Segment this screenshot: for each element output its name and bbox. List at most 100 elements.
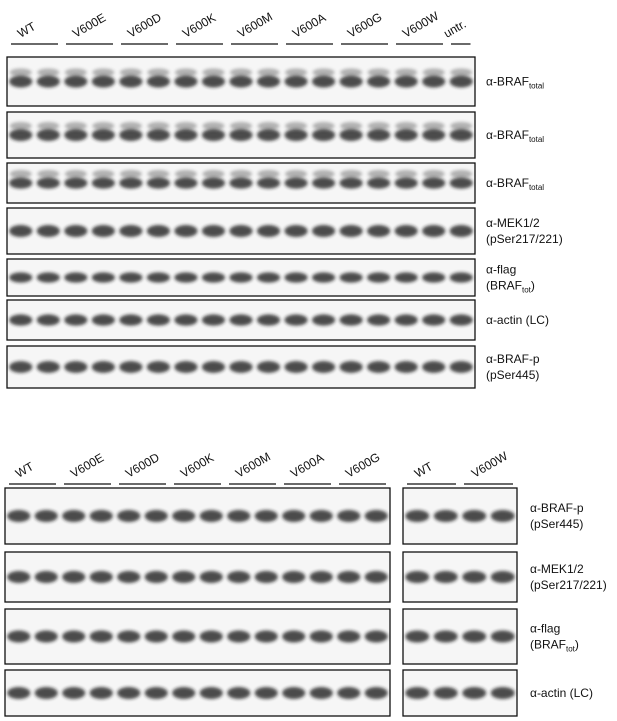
- band: [422, 314, 446, 326]
- band: [490, 687, 515, 699]
- band: [146, 361, 170, 373]
- lane-label: V600W: [400, 8, 442, 40]
- band: [462, 510, 487, 522]
- band: [256, 225, 281, 237]
- band: [395, 170, 418, 178]
- band: [172, 687, 196, 699]
- band: [227, 510, 251, 522]
- antibody-label: α-BRAFtotal: [486, 128, 544, 144]
- band: [91, 272, 115, 283]
- band: [340, 122, 363, 130]
- band: [202, 122, 225, 130]
- band: [364, 571, 388, 583]
- band: [339, 177, 363, 189]
- band: [394, 177, 418, 189]
- band: [312, 177, 336, 189]
- band: [229, 170, 253, 178]
- label-text: α-MEK1/2: [530, 562, 584, 576]
- label-text: (BRAF: [530, 638, 566, 652]
- band: [340, 170, 363, 178]
- band: [174, 361, 198, 373]
- band: [312, 225, 336, 237]
- band: [117, 630, 141, 643]
- band: [256, 177, 281, 189]
- label-text: α-BRAF-p: [486, 352, 540, 366]
- band: [36, 177, 60, 189]
- band: [367, 68, 390, 77]
- band: [36, 314, 60, 326]
- band: [282, 687, 306, 699]
- band: [174, 75, 198, 88]
- band: [229, 225, 253, 237]
- band: [367, 122, 390, 130]
- band: [144, 571, 168, 583]
- band: [119, 129, 143, 141]
- label-text: α-BRAF: [486, 75, 529, 89]
- band: [9, 129, 33, 141]
- band: [339, 75, 363, 88]
- band: [64, 225, 88, 237]
- band: [367, 170, 390, 178]
- band: [9, 68, 32, 77]
- band: [201, 177, 226, 189]
- band: [144, 630, 168, 643]
- band: [7, 630, 31, 643]
- label-subscript: tot: [522, 286, 532, 295]
- lane-label: V600E: [68, 450, 106, 480]
- band: [147, 170, 170, 178]
- band: [284, 225, 308, 237]
- band: [64, 361, 88, 373]
- lane-label: V600G: [345, 10, 384, 41]
- label-subscript: total: [529, 183, 544, 192]
- band: [201, 361, 226, 373]
- band: [64, 170, 87, 178]
- band: [337, 687, 361, 699]
- band: [309, 687, 333, 699]
- band: [202, 68, 225, 77]
- band: [34, 571, 58, 583]
- band: [7, 687, 31, 699]
- band: [422, 361, 446, 373]
- label-text: α-BRAF: [486, 128, 529, 142]
- antibody-label: α-BRAFtotal: [486, 176, 544, 192]
- band: [284, 75, 308, 88]
- band: [257, 170, 280, 178]
- band: [146, 314, 170, 326]
- label-text: α-actin (LC): [530, 686, 593, 700]
- band: [405, 571, 430, 583]
- band: [422, 272, 446, 283]
- band: [337, 630, 361, 643]
- band: [257, 68, 280, 77]
- antibody-label: (BRAFtot): [486, 279, 535, 295]
- lane-label: V600K: [178, 450, 216, 480]
- antibody-label: α-BRAF-p: [530, 501, 584, 515]
- band: [229, 314, 253, 326]
- band: [256, 75, 281, 88]
- band: [449, 225, 473, 237]
- band: [462, 630, 487, 643]
- band: [119, 272, 143, 283]
- lane-label: V600G: [343, 450, 382, 481]
- band: [7, 571, 31, 583]
- band: [89, 510, 113, 522]
- band: [449, 314, 473, 326]
- label-text: (pSer445): [530, 517, 583, 531]
- band: [312, 129, 336, 141]
- band: [394, 75, 418, 88]
- band: [394, 129, 418, 141]
- band: [146, 177, 170, 189]
- band: [364, 510, 388, 522]
- band: [395, 68, 418, 77]
- band: [312, 272, 336, 283]
- lane-label: WT: [15, 19, 39, 41]
- band: [91, 177, 115, 189]
- band: [89, 571, 113, 583]
- lane-label: V600M: [233, 449, 273, 480]
- band: [91, 225, 115, 237]
- band: [284, 129, 308, 141]
- band: [174, 122, 197, 130]
- band: [367, 314, 391, 326]
- band: [174, 170, 197, 178]
- band: [312, 68, 335, 77]
- band: [172, 510, 196, 522]
